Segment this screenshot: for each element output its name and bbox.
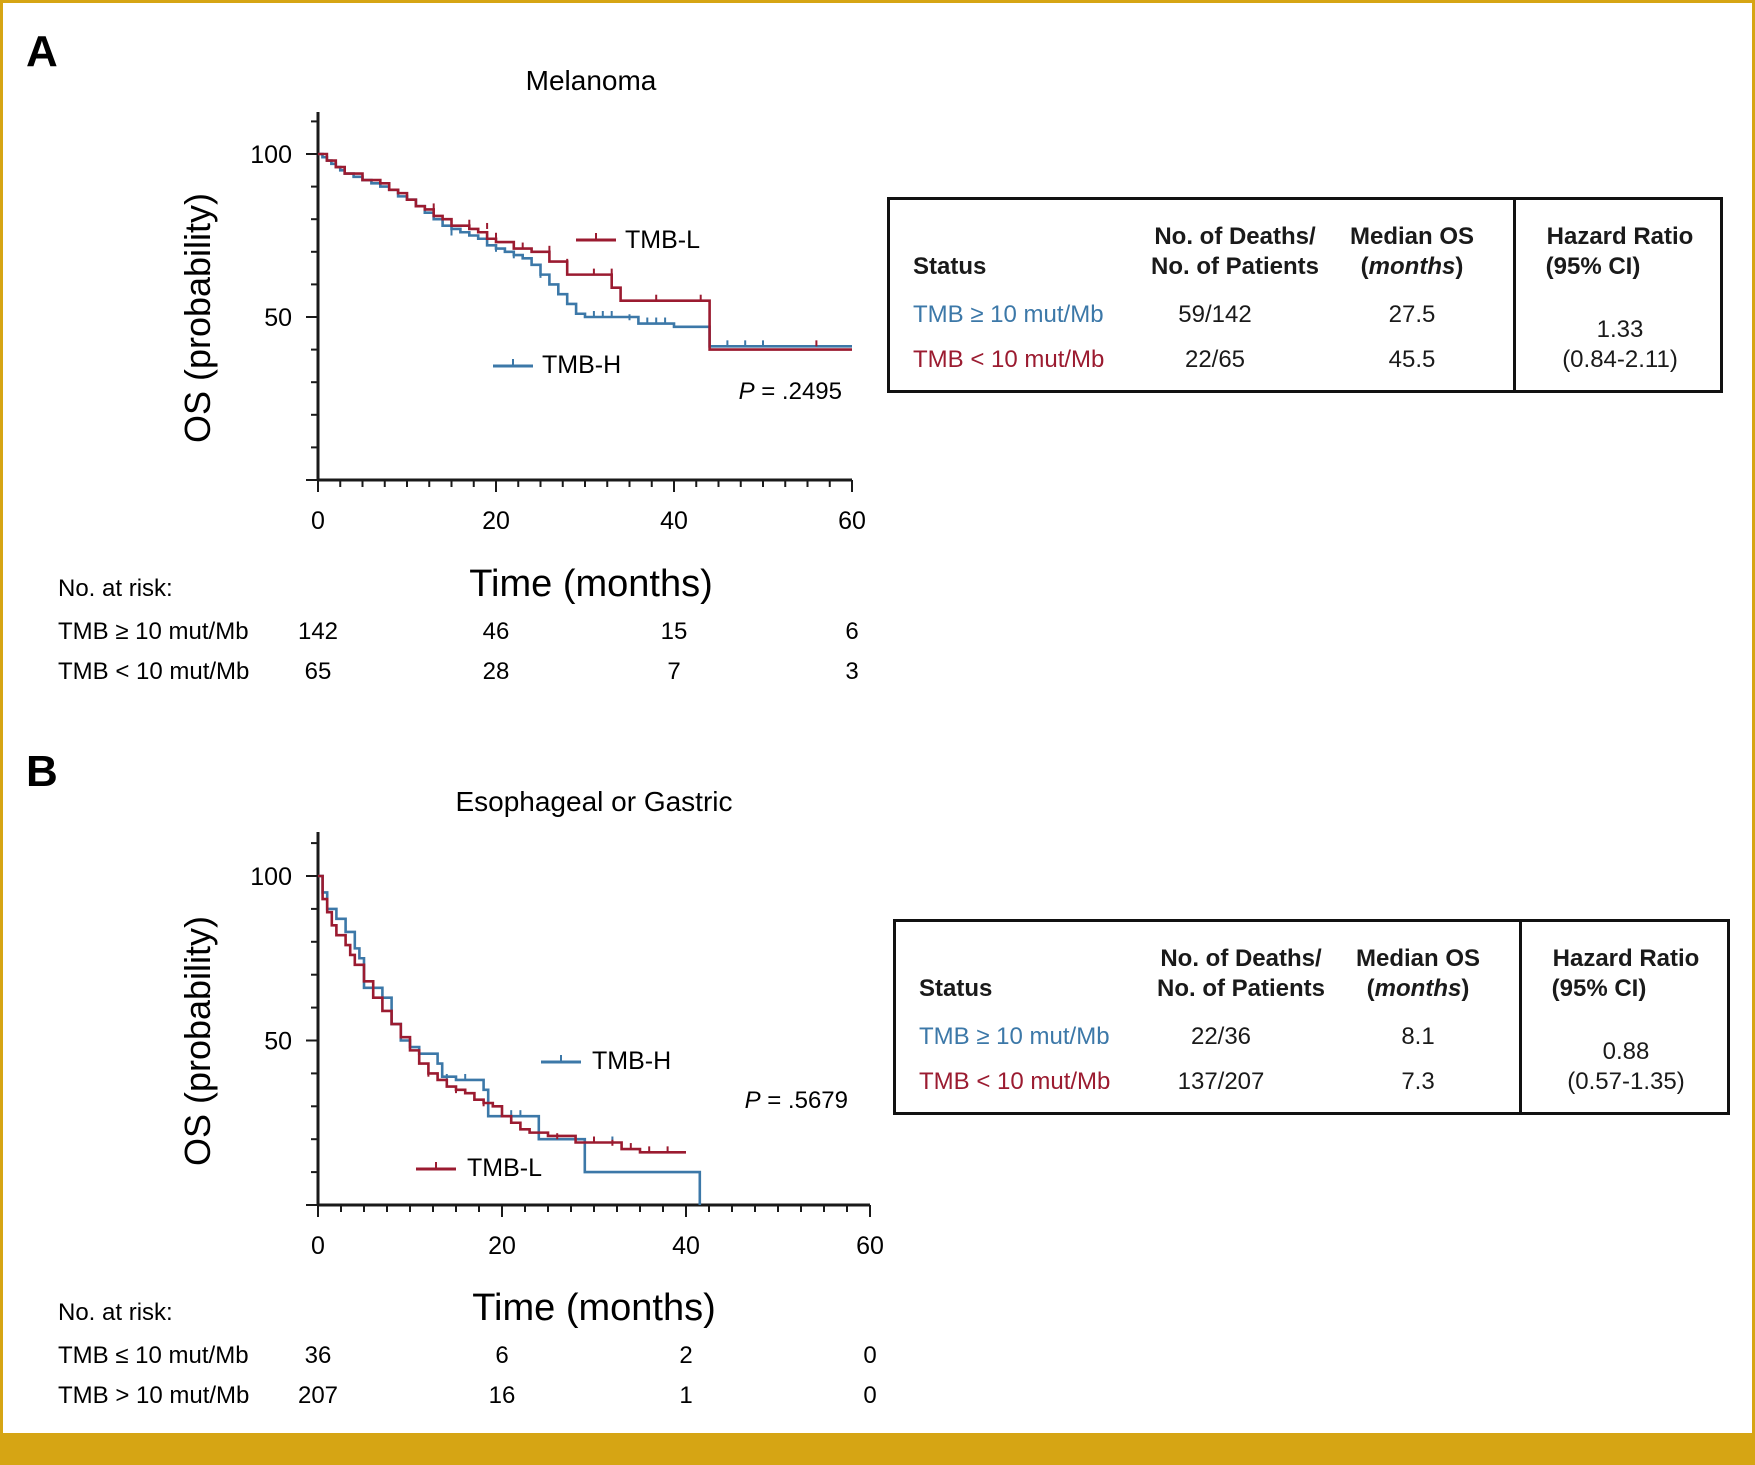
table-divider (1519, 922, 1522, 1112)
row-deaths: 22/36 (1190, 1023, 1252, 1050)
x-tick-label: 40 (660, 507, 688, 535)
risk-value: 16 (489, 1382, 516, 1409)
x-tick-label: 0 (311, 507, 325, 535)
risk-value: 7 (667, 658, 680, 685)
risk-value: 3 (845, 658, 858, 685)
chart-title: Esophageal or Gastric (455, 786, 732, 817)
risk-row-label: TMB ≤ 10 mut/Mb (58, 1342, 249, 1369)
risk-value: 65 (305, 658, 332, 685)
stats-table-melanoma: Status No. of Deaths/ No. of Patients Me… (887, 197, 1723, 393)
panel-a: A Melanoma OS (probability) Time (months… (26, 27, 842, 685)
km-curve-tmb-l (318, 874, 686, 1154)
header-status: Status (913, 253, 987, 280)
panel-letter: B (26, 747, 58, 796)
row-status-tmb-l: TMB < 10 mut/Mb (919, 1068, 1111, 1095)
header-patients: No. of Patients (1156, 975, 1326, 1002)
header-median-unit: (months) (1366, 975, 1470, 1002)
row-deaths: 59/142 (1178, 301, 1252, 328)
y-tick-label: 100 (250, 141, 292, 169)
x-tick-label: 0 (311, 1232, 325, 1260)
row-deaths: 137/207 (1177, 1068, 1265, 1095)
row-median: 27.5 (1388, 301, 1436, 328)
table-divider (1513, 200, 1516, 390)
header-median: Median OS (1355, 945, 1481, 972)
header-patients: No. of Patients (1150, 253, 1320, 280)
x-axis-label: Time (months) (469, 563, 713, 605)
stats-table-esophageal-gastric: Status No. of Deaths/ No. of Patients Me… (893, 919, 1730, 1115)
row-status-tmb-h: TMB ≥ 10 mut/Mb (919, 1023, 1110, 1050)
risk-value: 6 (845, 618, 858, 645)
panel-b: B Esophageal or Gastric OS (probability)… (26, 747, 848, 1409)
risk-value: 15 (661, 618, 688, 645)
row-median: 7.3 (1401, 1068, 1435, 1095)
x-tick-label: 60 (838, 507, 866, 535)
header-median: Median OS (1349, 223, 1475, 250)
header-status: Status (919, 975, 993, 1002)
panel-letter: A (26, 27, 58, 76)
confidence-interval: (0.57-1.35) (1567, 1068, 1685, 1095)
header-median-unit: (months) (1360, 253, 1464, 280)
x-tick-label: 40 (672, 1232, 700, 1260)
y-tick-label: 50 (264, 1028, 292, 1056)
risk-value: 2 (679, 1342, 692, 1369)
header-deaths: No. of Deaths/ (1154, 223, 1316, 250)
y-axis-label: OS (probability) (177, 916, 218, 1166)
risk-value: 6 (495, 1342, 508, 1369)
p-value: P = .5679 (745, 1087, 848, 1114)
header-ci: (95% CI) (1545, 253, 1641, 280)
risk-value: 1 (679, 1382, 692, 1409)
km-curve-tmb-h (318, 152, 852, 348)
risk-value: 142 (298, 618, 338, 645)
risk-row-label: TMB ≥ 10 mut/Mb (58, 618, 249, 645)
x-tick-label: 20 (488, 1232, 516, 1260)
risk-value: 0 (863, 1382, 876, 1409)
legend-label-tmb-l: TMB-L (467, 1154, 542, 1182)
x-tick-label: 60 (856, 1232, 884, 1260)
row-median: 45.5 (1388, 346, 1436, 373)
header-ci: (95% CI) (1551, 975, 1647, 1002)
y-tick-label: 50 (264, 304, 292, 332)
risk-table-title: No. at risk: (58, 575, 173, 602)
risk-row-label: TMB < 10 mut/Mb (58, 658, 249, 685)
risk-value: 28 (483, 658, 510, 685)
row-status-tmb-l: TMB < 10 mut/Mb (913, 346, 1105, 373)
x-tick-label: 20 (482, 507, 510, 535)
km-plot-melanoma: 0 20 40 60 50 100 142 46 15 6 65 28 7 3 (250, 112, 866, 685)
hazard-ratio: 1.33 (1596, 316, 1644, 343)
legend-label-tmb-h: TMB-H (592, 1047, 671, 1075)
risk-value: 207 (298, 1382, 338, 1409)
row-deaths: 22/65 (1184, 346, 1246, 373)
legend-label-tmb-h: TMB-H (542, 351, 621, 379)
risk-value: 36 (305, 1342, 332, 1369)
header-hazard-ratio: Hazard Ratio (1552, 945, 1700, 972)
header-deaths: No. of Deaths/ (1160, 945, 1322, 972)
x-axis-label: Time (months) (472, 1287, 716, 1329)
header-hazard-ratio: Hazard Ratio (1546, 223, 1694, 250)
risk-row-label: TMB > 10 mut/Mb (58, 1382, 249, 1409)
y-tick-label: 100 (250, 863, 292, 891)
y-axis-label: OS (probability) (177, 193, 218, 443)
km-curve-tmb-l (318, 152, 852, 351)
legend-label-tmb-l: TMB-L (625, 226, 700, 254)
chart-title: Melanoma (526, 65, 657, 96)
risk-table-title: No. at risk: (58, 1299, 173, 1326)
confidence-interval: (0.84-2.11) (1562, 346, 1678, 373)
row-status-tmb-h: TMB ≥ 10 mut/Mb (913, 301, 1104, 328)
hazard-ratio: 0.88 (1602, 1038, 1650, 1065)
risk-value: 0 (863, 1342, 876, 1369)
risk-value: 46 (483, 618, 510, 645)
p-value: P = .2495 (739, 378, 842, 405)
accent-bar (0, 1433, 1755, 1465)
row-median: 8.1 (1401, 1023, 1435, 1050)
